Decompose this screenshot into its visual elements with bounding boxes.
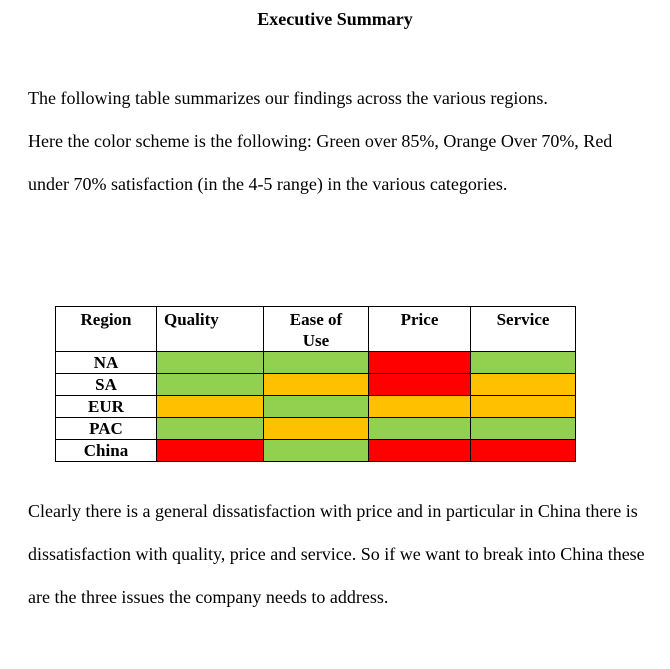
region-label: China [55,439,157,462]
intro-paragraph: The following table summarizes our findi… [28,88,548,108]
column-header-quality: Quality [156,306,264,352]
column-header-region: Region [55,306,157,352]
rating-cell-ease-of-use [263,373,369,396]
color-scheme-paragraph: Here the color scheme is the following: … [28,131,613,194]
conclusion-paragraph: Clearly there is a general dissatisfacti… [28,501,645,607]
rating-cell-ease-of-use [263,351,369,374]
rating-cell-service [470,395,576,418]
rating-cell-service [470,373,576,396]
rating-cell-service [470,417,576,440]
rating-cell-price [368,417,471,440]
summary-table-body: NA SA EUR PAC China [55,351,576,462]
rating-cell-service [470,351,576,374]
table-row: EUR [55,395,576,418]
page-title: Executive Summary [257,9,413,29]
summary-table: Region Quality Ease of Use Price Service… [55,306,576,462]
region-label: PAC [55,417,157,440]
rating-cell-quality [156,417,264,440]
rating-cell-quality [156,373,264,396]
rating-cell-ease-of-use [263,439,369,462]
rating-cell-price [368,373,471,396]
rating-cell-price [368,439,471,462]
column-header-service: Service [470,306,576,352]
rating-cell-service [470,439,576,462]
rating-cell-ease-of-use [263,395,369,418]
rating-cell-price [368,395,471,418]
region-label: NA [55,351,157,374]
table-row: SA [55,373,576,396]
rating-cell-quality [156,395,264,418]
rating-cell-ease-of-use [263,417,369,440]
table-row: China [55,439,576,462]
table-row: NA [55,351,576,374]
rating-cell-quality [156,351,264,374]
column-header-ease-of-use: Ease of Use [263,306,369,352]
region-label: SA [55,373,157,396]
table-header-row: Region Quality Ease of Use Price Service [55,306,576,352]
document-body: The following table summarizes our findi… [28,77,654,619]
table-row: PAC [55,417,576,440]
column-header-price: Price [368,306,471,352]
rating-cell-quality [156,439,264,462]
region-label: EUR [55,395,157,418]
rating-cell-price [368,351,471,374]
